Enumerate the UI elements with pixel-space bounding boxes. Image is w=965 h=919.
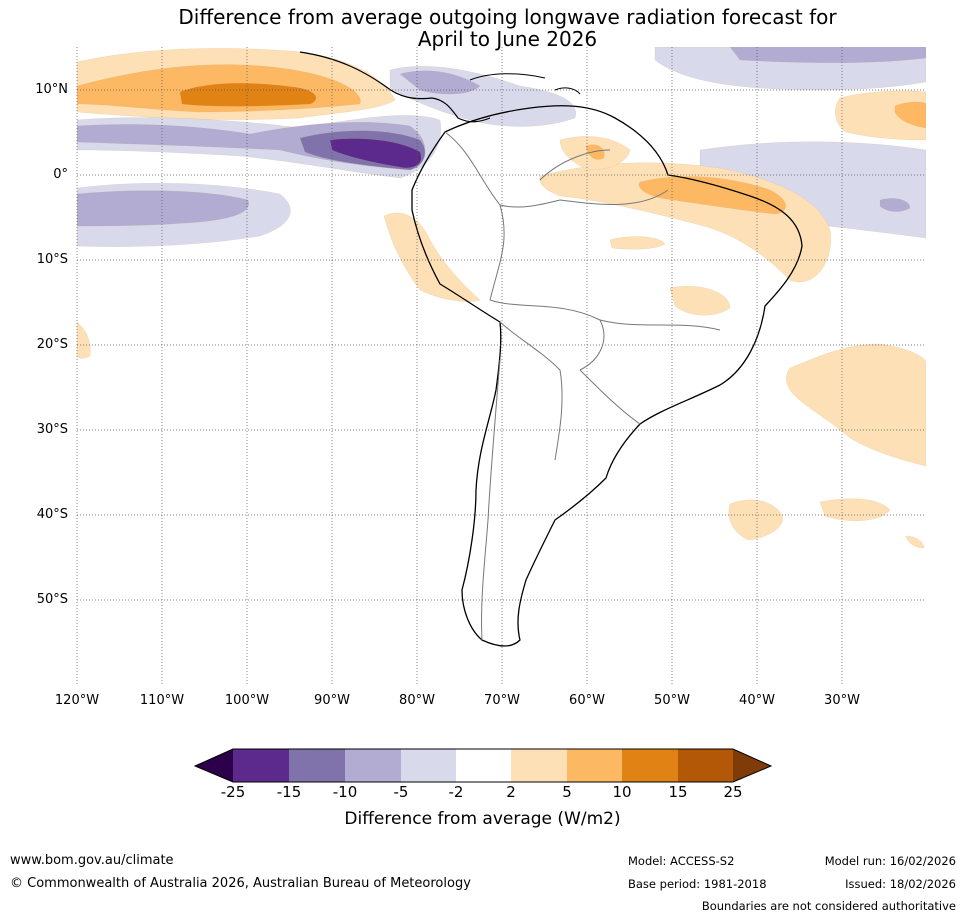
lat-label: 10°S	[36, 252, 68, 267]
colorbar-swatch	[622, 749, 678, 782]
lon-label: 40°W	[739, 693, 775, 708]
lon-label: 110°W	[139, 693, 185, 708]
lon-label: 100°W	[224, 693, 270, 708]
colorbar-swatch	[289, 749, 345, 782]
anomaly-region	[399, 70, 481, 95]
border-line	[444, 131, 669, 208]
colorbar-tick: 25	[723, 783, 743, 801]
lon-label: 120°W	[54, 693, 100, 708]
lon-label: 30°W	[824, 693, 860, 708]
anomaly-region	[894, 101, 926, 129]
colorbar-tick: 5	[562, 783, 572, 801]
anomaly-region	[179, 83, 317, 107]
coastlines	[299, 51, 803, 647]
lat-label: 20°S	[36, 337, 68, 352]
colorbar-tick: 10	[612, 783, 632, 801]
footer-disclaimer: Boundaries are not considered authoritat…	[701, 899, 956, 913]
lon-label: 70°W	[484, 693, 520, 708]
central-america-outline	[299, 51, 491, 123]
anomaly-region	[879, 198, 911, 212]
lon-label: 80°W	[399, 693, 435, 708]
lon-label: 90°W	[314, 693, 350, 708]
colorbar-tick: -10	[332, 783, 358, 801]
lat-label: 10°N	[35, 82, 68, 97]
anomaly-region	[77, 321, 91, 359]
anomaly-region	[728, 499, 783, 541]
anomaly-region	[609, 236, 666, 250]
colorbar-tick: -2	[448, 783, 464, 801]
footer-copyright: © Commonwealth of Australia 2026, Austra…	[10, 876, 471, 891]
colorbar	[193, 748, 773, 783]
colorbar-swatch	[567, 749, 622, 782]
lon-label: 60°W	[569, 693, 605, 708]
footer-url[interactable]: www.bom.gov.au/climate	[10, 853, 174, 868]
anomaly-region	[905, 535, 925, 549]
anomaly-region	[638, 176, 786, 215]
lat-label: 50°S	[36, 592, 68, 607]
anomaly-layer	[77, 47, 926, 549]
colorbar-swatch	[511, 749, 567, 782]
colorbar-swatch	[401, 749, 456, 782]
colorbar-tick: 15	[668, 783, 688, 801]
anomaly-region	[786, 343, 926, 467]
anomaly-region	[835, 90, 926, 141]
colorbar-swatch	[456, 749, 511, 782]
caribbean-outline	[469, 73, 581, 95]
lat-label: 40°S	[36, 507, 68, 522]
south-america-outline	[411, 105, 803, 647]
anomaly-region	[729, 47, 926, 63]
anomaly-region	[669, 286, 731, 316]
border-line	[499, 321, 641, 461]
anomaly-region	[819, 498, 891, 521]
footer-model-run: Model run: 16/02/2026	[824, 854, 956, 868]
colorbar-tick: -15	[276, 783, 302, 801]
footer-base-period: Base period: 1981-2018	[628, 877, 767, 891]
colorbar-title: Difference from average (W/m2)	[344, 809, 621, 829]
map-title-line2: April to June 2026	[417, 27, 598, 51]
colorbar-swatch	[678, 749, 733, 782]
anomaly-region	[329, 138, 422, 169]
anomaly-region	[383, 212, 481, 302]
colorbar-above-max	[733, 749, 771, 782]
lat-label: 0°	[53, 167, 68, 182]
anomaly-region	[77, 190, 249, 227]
gridlines	[76, 47, 926, 685]
colorbar-tick: 2	[506, 783, 516, 801]
map-title-line1: Difference from average outgoing longwav…	[178, 5, 837, 29]
colorbar-swatch	[345, 749, 401, 782]
colorbar-tick: -25	[220, 783, 246, 801]
anomaly-region	[585, 144, 605, 160]
border-line	[481, 359, 501, 641]
lon-label: 50°W	[654, 693, 690, 708]
footer-model: Model: ACCESS-S2	[628, 854, 735, 868]
colorbar-swatch	[233, 749, 289, 782]
lat-label: 30°S	[36, 422, 68, 437]
colorbar-outline	[193, 748, 773, 783]
colorbar-below-min	[195, 749, 233, 782]
footer-issued: Issued: 18/02/2026	[845, 877, 956, 891]
border-line	[489, 204, 605, 371]
colorbar-tick: -5	[393, 783, 409, 801]
